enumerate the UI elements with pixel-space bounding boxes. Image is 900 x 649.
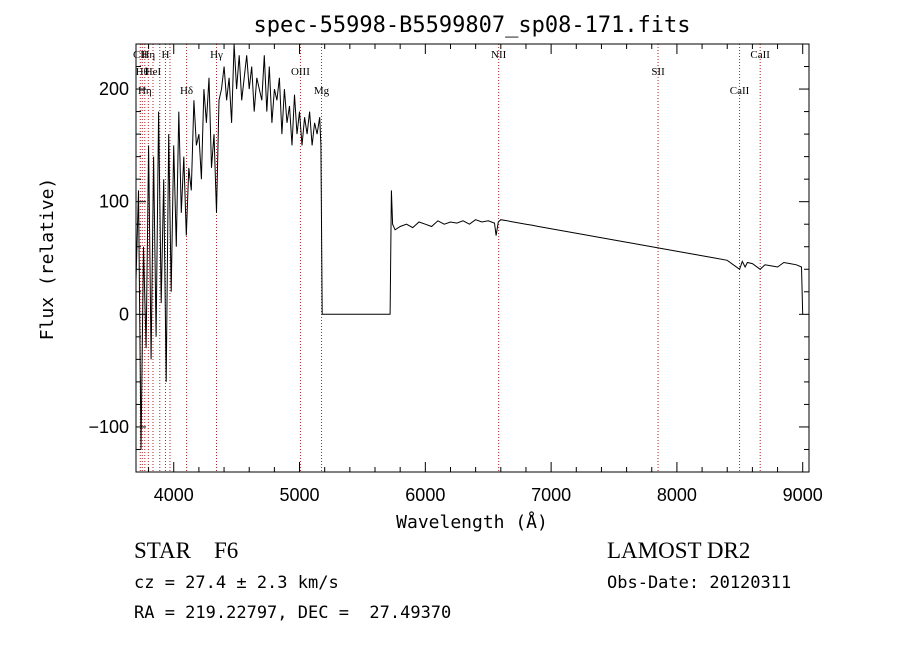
coordinates: RA = 219.22797, DEC = 27.49370 [134,603,452,623]
spectral-line-label: OIII [291,66,310,78]
object-class: STAR F6 [134,538,239,563]
line-labels: CII Hθ Hη Hη HeI H Hδ Hγ OIII Mg NII SII CaII CaII [133,49,770,97]
line-markers [139,44,761,472]
x-tick-label: 6000 [405,485,445,505]
survey-name: LAMOST DR2 [607,538,751,563]
x-tick-label: 7000 [531,485,571,505]
y-tick-label: 0 [119,304,129,324]
spectral-line-label: Mg [314,85,330,97]
y-axis-ticks: −100 0 100 200 [88,43,809,450]
y-tick-label: 200 [99,79,129,99]
y-tick-label: 100 [99,192,129,212]
x-tick-label: 4000 [154,485,194,505]
spectral-line-label: NII [491,49,507,61]
spectral-line-label: HeI [145,66,162,78]
spectral-line-label: CaII [750,49,770,61]
y-tick-label: −100 [88,417,129,437]
spectral-line-label: Hγ [210,49,223,61]
spectral-line-label: Hδ [180,85,193,97]
x-tick-label: 9000 [783,485,823,505]
plot-frame [135,43,810,473]
chart-title: spec-55998-B5599807_sp08-171.fits [253,13,690,38]
spectral-line-label: CII [133,49,148,61]
x-tick-label: 8000 [657,485,697,505]
x-tick-label: 5000 [280,485,320,505]
spectral-line-label: CaII [730,85,750,97]
spectral-line-label: SII [651,66,665,78]
observation-date: Obs-Date: 20120311 [607,573,792,593]
spectral-line-label: Hθ [136,66,149,78]
x-axis-ticks: 4000 5000 6000 7000 8000 9000 [148,44,823,505]
x-axis-label: Wavelength (Å) [396,511,548,533]
spectral-line-label: Hη [138,85,152,97]
spectral-line-label: H [161,49,169,61]
redshift-cz: cz = 27.4 ± 2.3 km/s [134,573,339,593]
spectrum-series-line [135,43,804,450]
spectral-line-label: Hη [141,49,155,61]
y-axis-label: Flux (relative) [37,178,58,341]
